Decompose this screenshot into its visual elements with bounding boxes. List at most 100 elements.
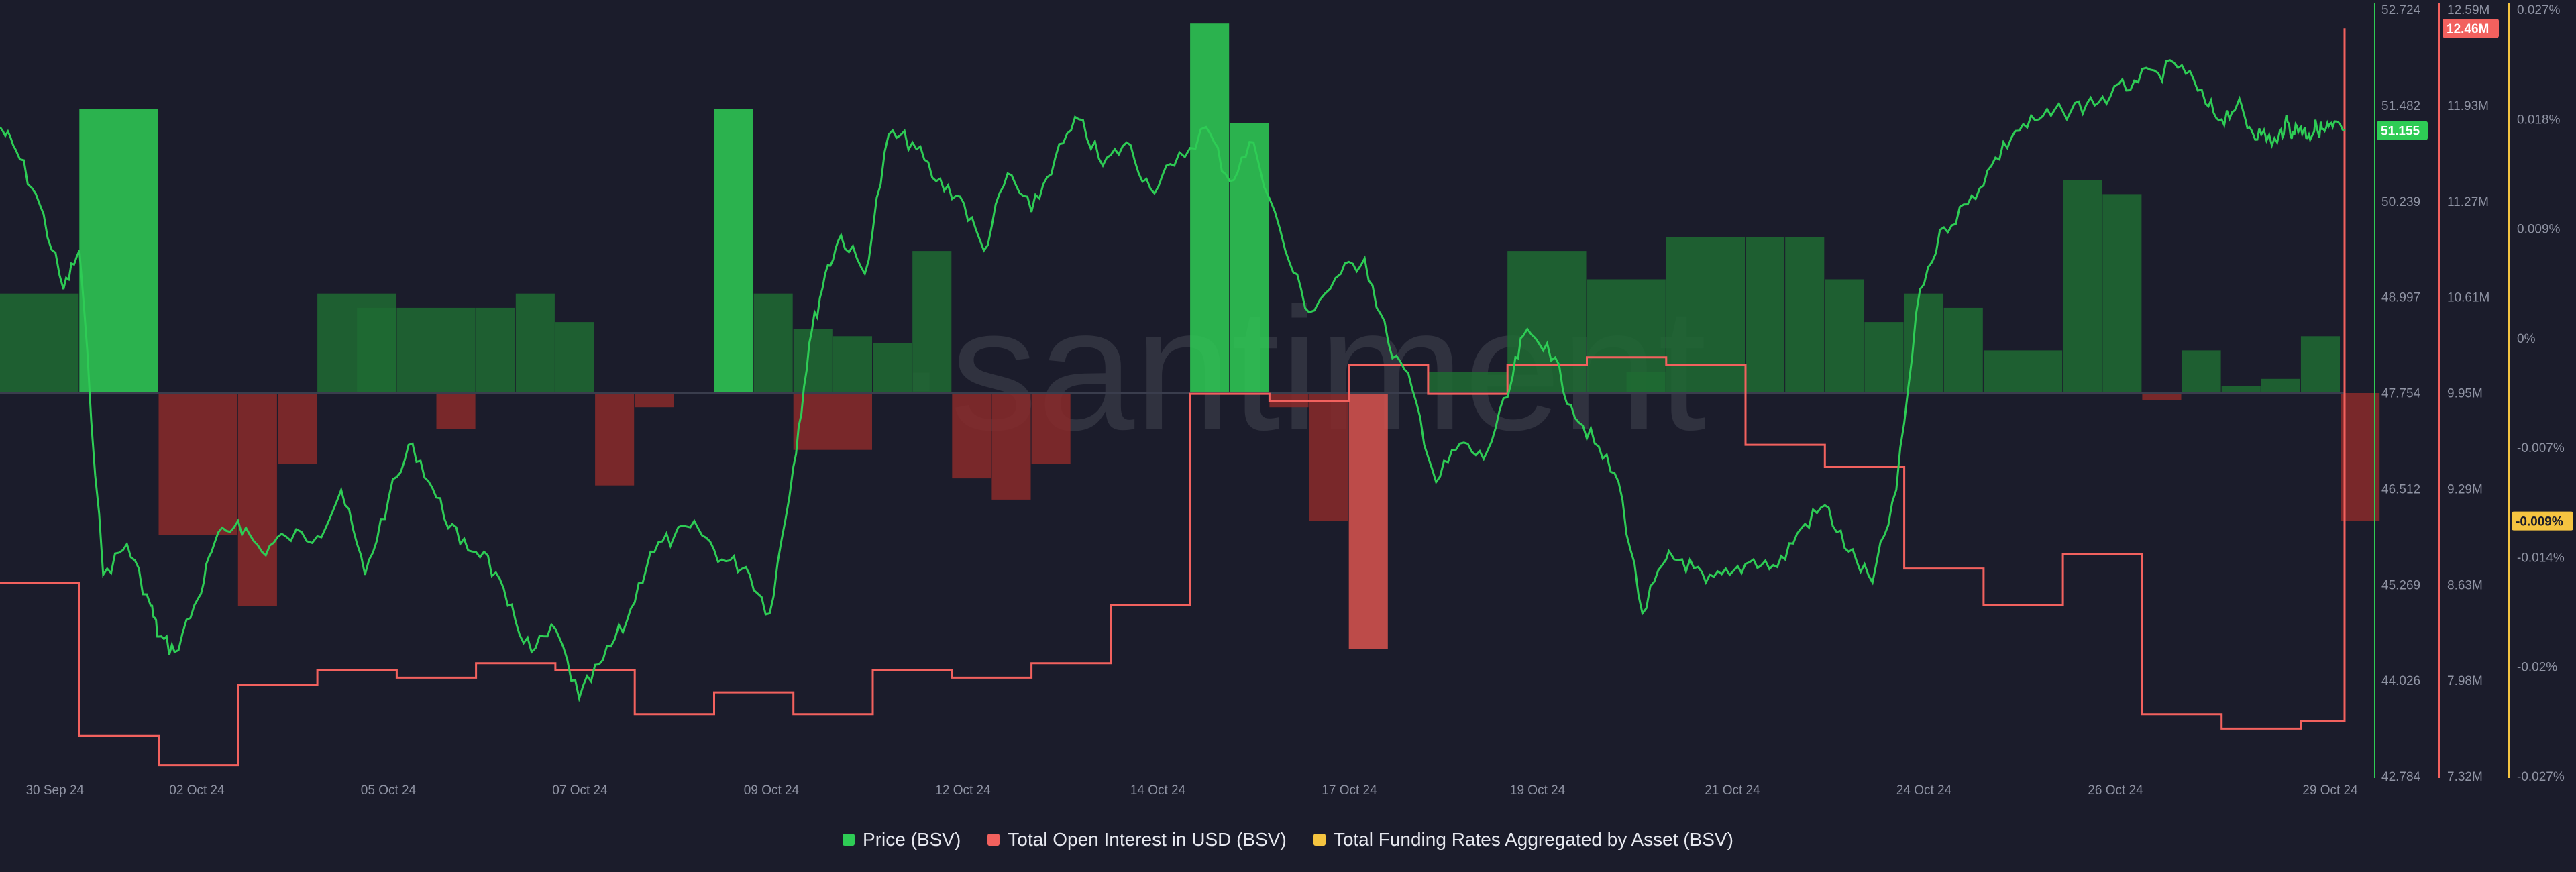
open-interest-tick-label: 11.27M <box>2447 195 2489 209</box>
open-interest-tick-label: 11.93M <box>2447 99 2489 113</box>
funding-rate-bar <box>1348 393 1388 649</box>
current-value-badges: 51.155 12.46M -0.009% <box>2377 19 2573 531</box>
funding-rate-bar <box>2142 393 2182 400</box>
funding-rate-bar <box>278 393 317 464</box>
price-tick-label: 46.512 <box>2381 482 2420 496</box>
funding-rate-tick-label: -0.02% <box>2517 661 2557 675</box>
open-interest-tick-label: 9.95M <box>2447 387 2483 401</box>
funding-rate-tick-label: 0.009% <box>2517 223 2561 237</box>
x-tick-label: 21 Oct 24 <box>1705 783 1760 798</box>
legend-label-price: Price (BSV) <box>863 829 961 850</box>
legend-label-funding-rate: Total Funding Rates Aggregated by Asset … <box>1333 829 1733 850</box>
legend-item-funding-rate[interactable]: Total Funding Rates Aggregated by Asset … <box>1313 829 1733 851</box>
funding-rate-bar <box>1031 393 1071 464</box>
x-tick-label: 29 Oct 24 <box>2302 783 2358 798</box>
funding-rate-bar <box>1190 23 1230 393</box>
funding-rate-tick-label: 0.018% <box>2517 113 2561 127</box>
funding-rate-bar <box>912 251 952 393</box>
funding-rate-current-badge-bg <box>2512 511 2573 531</box>
funding-rate-bar <box>1507 251 1587 393</box>
funding-rate-bar <box>476 307 515 393</box>
x-tick-label: 17 Oct 24 <box>1322 783 1377 798</box>
funding-rate-tick-label: -0.007% <box>2517 441 2565 455</box>
legend-label-open-interest: Total Open Interest in USD (BSV) <box>1008 829 1287 850</box>
funding-rate-bar <box>635 393 674 408</box>
legend-swatch-funding-rate <box>1313 834 1326 846</box>
funding-rate-bar <box>753 293 793 393</box>
price-tick-label: 45.269 <box>2381 578 2420 592</box>
funding-rate-tick-label: 0% <box>2517 332 2536 346</box>
funding-rate-bar <box>79 109 158 394</box>
open-interest-current-badge-bg <box>2443 19 2499 38</box>
funding-rate-tick-label: -0.027% <box>2517 770 2565 784</box>
funding-rate-current-badge: -0.009% <box>2516 515 2563 529</box>
legend: Price (BSV) Total Open Interest in USD (… <box>0 824 2576 856</box>
open-interest-tick-label: 10.61M <box>2447 291 2489 305</box>
legend-swatch-open-interest <box>987 834 1000 846</box>
x-tick-label: 24 Oct 24 <box>1896 783 1952 798</box>
legend-swatch-price <box>843 834 855 846</box>
funding-rate-bar <box>1309 393 1348 521</box>
funding-rate-bar <box>2182 350 2221 393</box>
funding-rate-bar <box>515 293 555 393</box>
funding-rate-bar <box>991 393 1031 500</box>
x-tick-label: 14 Oct 24 <box>1130 783 1186 798</box>
funding-rate-bar <box>555 322 594 393</box>
legend-item-open-interest[interactable]: Total Open Interest in USD (BSV) <box>987 829 1287 851</box>
y-axes: 52.724 51.482 50.239 48.997 47.754 46.512 45.2… <box>2374 3 2565 784</box>
funding-rate-bar <box>1746 237 1785 393</box>
funding-rate-bar <box>1864 322 1904 393</box>
funding-rate-tick-label: 0.027% <box>2517 3 2561 17</box>
price-current-badge: 51.155 <box>2381 125 2420 139</box>
price-tick-label: 48.997 <box>2381 291 2420 305</box>
x-tick-label: 02 Oct 24 <box>169 783 225 798</box>
funding-rate-bar <box>873 343 912 393</box>
funding-rate-bar <box>714 109 753 394</box>
price-tick-label: 42.784 <box>2381 770 2421 784</box>
x-axis: 30 Sep 24 02 Oct 24 05 Oct 24 07 Oct 24 09 O… <box>25 783 2358 798</box>
price-tick-label: 44.026 <box>2381 674 2420 688</box>
funding-rate-bar <box>833 336 872 393</box>
open-interest-current-badge: 12.46M <box>2447 22 2489 36</box>
open-interest-tick-label: 8.63M <box>2447 578 2483 592</box>
price-current-badge-bg <box>2377 121 2428 140</box>
open-interest-tick-label: 7.98M <box>2447 674 2483 688</box>
funding-rate-bar <box>1983 350 2063 393</box>
x-tick-label: 30 Sep 24 <box>25 783 84 798</box>
funding-rate-bars <box>0 23 2380 649</box>
funding-rate-bar <box>1943 307 1983 393</box>
funding-rate-bar <box>793 393 872 450</box>
funding-rate-bar <box>1785 237 1825 393</box>
price-tick-label: 47.754 <box>2381 387 2421 401</box>
funding-rate-bar <box>1666 237 1746 393</box>
funding-rate-bar <box>396 307 476 393</box>
open-interest-tick-label: 9.29M <box>2447 482 2483 496</box>
price-tick-label: 52.724 <box>2381 3 2421 17</box>
open-interest-tick-label: 12.59M <box>2447 3 2489 17</box>
x-tick-label: 09 Oct 24 <box>744 783 800 798</box>
funding-rate-bar <box>2102 194 2142 393</box>
funding-rate-bar <box>595 393 635 486</box>
funding-rate-bar <box>2341 393 2380 521</box>
funding-rate-bar <box>0 293 79 393</box>
funding-rate-bar <box>1626 372 1666 393</box>
funding-rate-bar <box>2261 378 2300 393</box>
x-tick-label: 19 Oct 24 <box>1510 783 1566 798</box>
funding-rate-bar <box>237 393 277 606</box>
funding-rate-bar <box>2221 386 2261 393</box>
open-interest-tick-label: 7.32M <box>2447 770 2483 784</box>
funding-rate-bar <box>2300 336 2340 393</box>
funding-rate-bar <box>1904 293 1943 393</box>
funding-rate-tick-label: -0.014% <box>2517 551 2565 565</box>
funding-rate-bar <box>436 393 476 429</box>
funding-rate-bar <box>2063 180 2102 393</box>
price-tick-label: 51.482 <box>2381 99 2420 113</box>
x-tick-label: 07 Oct 24 <box>552 783 608 798</box>
legend-item-price[interactable]: Price (BSV) <box>843 829 961 851</box>
funding-rate-bar <box>952 393 991 479</box>
funding-rate-bar <box>158 393 237 535</box>
funding-rate-bar <box>793 329 833 393</box>
price-tick-label: 50.239 <box>2381 195 2420 209</box>
funding-rate-bar <box>357 307 396 393</box>
